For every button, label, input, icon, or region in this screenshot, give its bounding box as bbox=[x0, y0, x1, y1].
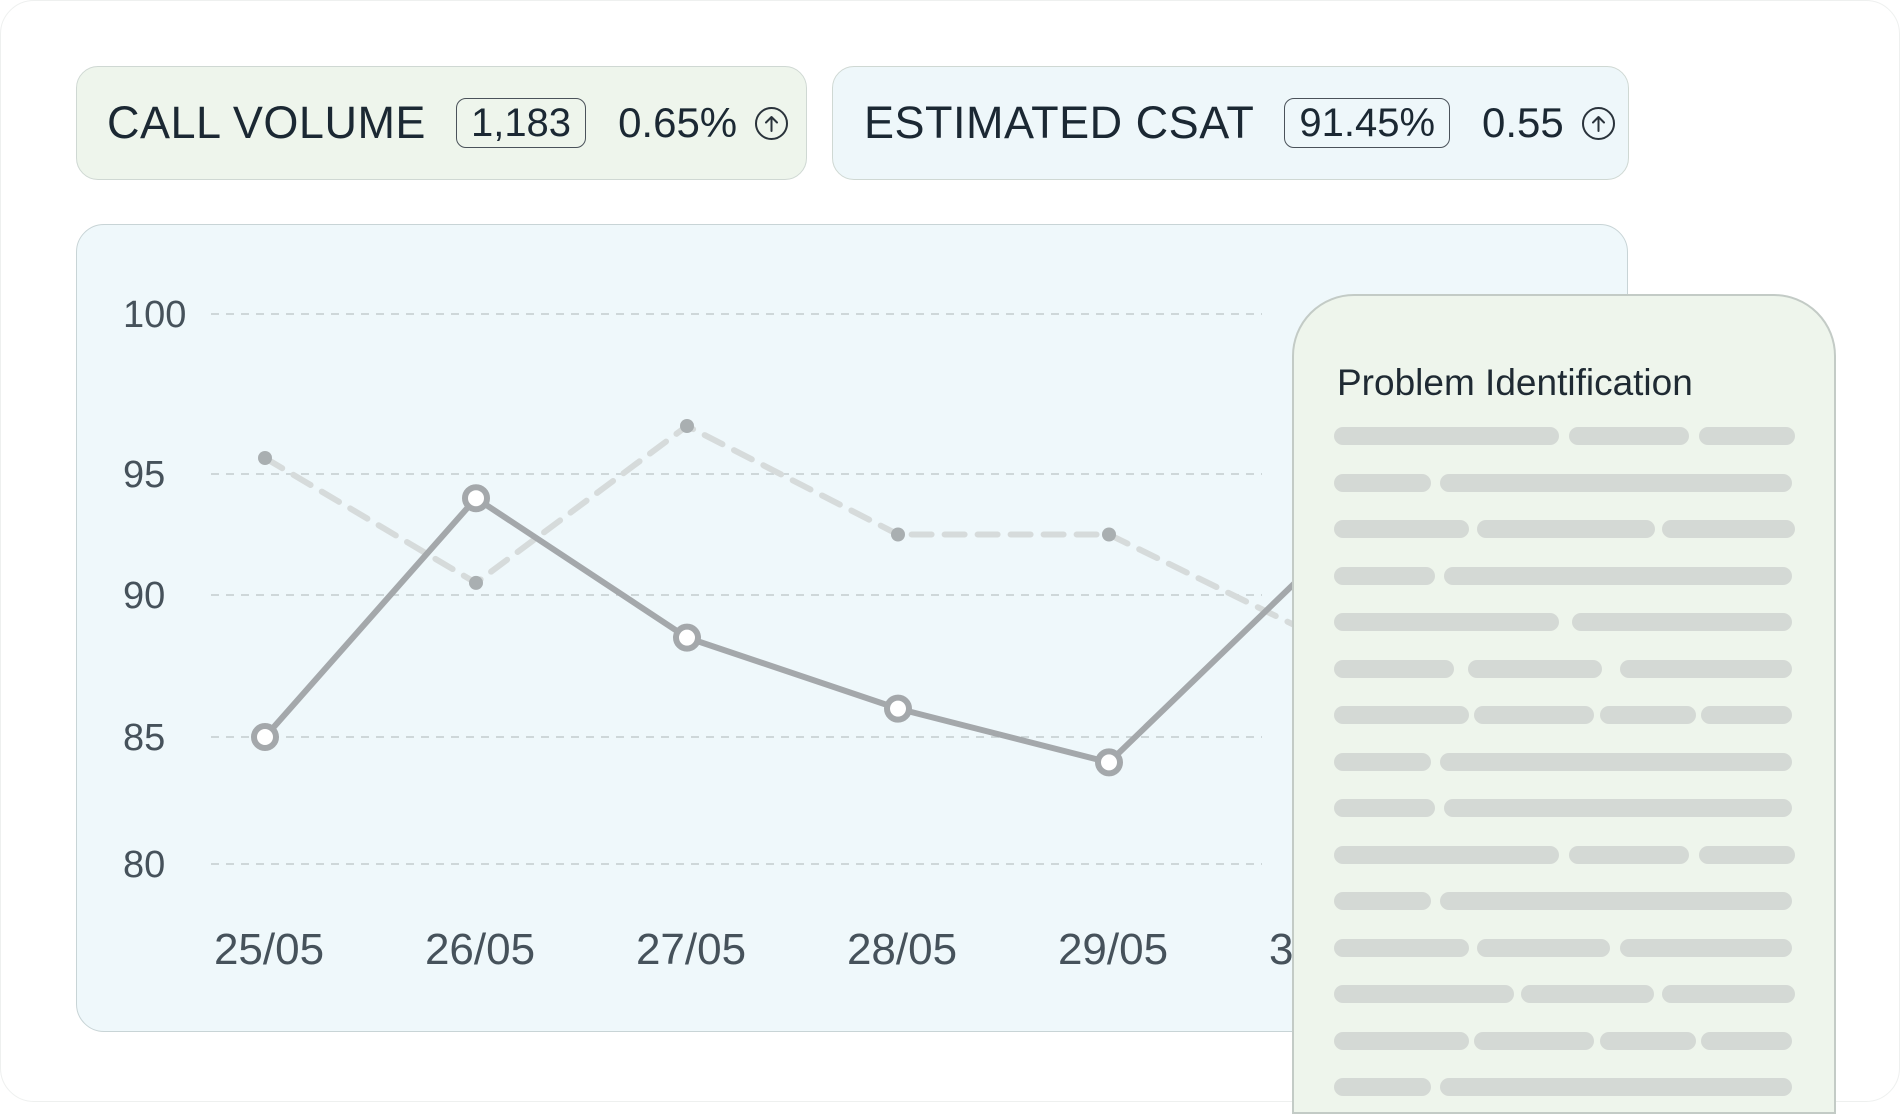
skeleton-line bbox=[1477, 520, 1655, 538]
skeleton-line bbox=[1334, 1031, 1469, 1050]
skeleton-line bbox=[1600, 1031, 1696, 1050]
skeleton-line bbox=[1572, 613, 1792, 631]
skeleton-line bbox=[1440, 473, 1792, 492]
skeleton-line bbox=[1334, 799, 1435, 817]
x-tick-label: 28/05 bbox=[847, 925, 957, 974]
solid-series-line bbox=[262, 495, 1323, 766]
skeleton-line bbox=[1334, 520, 1469, 538]
y-tick-label: 95 bbox=[123, 454, 165, 496]
skeleton-line bbox=[1334, 892, 1431, 910]
call-volume-card: CALL VOLUME 1,183 0.65% bbox=[76, 66, 807, 180]
estimated-csat-change: 0.55 bbox=[1482, 99, 1564, 146]
skeleton-line bbox=[1334, 752, 1431, 771]
x-tick-label: 25/05 bbox=[214, 925, 324, 974]
dashed-series-line bbox=[262, 423, 1323, 641]
skeleton-line bbox=[1334, 613, 1559, 631]
call-volume-value: 1,183 bbox=[455, 98, 587, 148]
solid-series-point bbox=[673, 623, 701, 652]
skeleton-line bbox=[1334, 1078, 1431, 1096]
skeleton-line bbox=[1440, 752, 1792, 771]
solid-series-point bbox=[1095, 748, 1123, 777]
skeleton-line bbox=[1474, 706, 1594, 724]
skeleton-line bbox=[1474, 1031, 1594, 1050]
skeleton-line bbox=[1440, 892, 1792, 910]
x-tick-label: 26/05 bbox=[425, 925, 535, 974]
y-tick-label: 100 bbox=[123, 294, 186, 336]
skeleton-line bbox=[1334, 566, 1435, 585]
solid-series-point bbox=[251, 723, 279, 751]
x-tick-label: 29/05 bbox=[1058, 925, 1168, 974]
estimated-csat-value: 91.45% bbox=[1284, 98, 1451, 148]
skeleton-line bbox=[1334, 427, 1559, 445]
skeleton-line bbox=[1600, 706, 1696, 724]
panel-title: Problem Identification bbox=[1337, 362, 1693, 403]
skeleton-line bbox=[1334, 938, 1469, 957]
call-volume-label: CALL VOLUME bbox=[107, 97, 426, 148]
y-tick-label: 90 bbox=[123, 575, 165, 617]
skeleton-line bbox=[1334, 845, 1559, 864]
arrow-up-circle-icon bbox=[1581, 106, 1615, 140]
skeleton-line bbox=[1444, 566, 1792, 585]
skeleton-line bbox=[1662, 985, 1795, 1003]
skeleton-line bbox=[1701, 1031, 1792, 1050]
x-tick-label: 27/05 bbox=[636, 925, 746, 974]
skeleton-line bbox=[1444, 799, 1792, 817]
y-tick-label: 80 bbox=[123, 844, 165, 886]
skeleton-line bbox=[1334, 706, 1469, 724]
skeleton-line bbox=[1699, 427, 1795, 445]
dashed-series-point bbox=[891, 527, 905, 542]
dashed-series-point bbox=[680, 419, 694, 433]
dashed-series-point bbox=[1102, 527, 1116, 542]
skeleton-line bbox=[1334, 985, 1514, 1003]
skeleton-line bbox=[1569, 427, 1689, 445]
skeleton-line bbox=[1477, 938, 1610, 957]
call-volume-change: 0.65% bbox=[618, 99, 738, 146]
skeleton-line bbox=[1334, 659, 1454, 678]
skeleton-line bbox=[1620, 938, 1792, 957]
dashed-series-point bbox=[258, 451, 272, 465]
y-tick-label: 85 bbox=[123, 717, 165, 759]
skeleton-line bbox=[1521, 985, 1654, 1003]
skeleton-line bbox=[1334, 473, 1431, 492]
estimated-csat-card: ESTIMATED CSAT 91.45% 0.55 bbox=[832, 66, 1629, 180]
arrow-up-circle-icon bbox=[755, 106, 789, 140]
estimated-csat-label: ESTIMATED CSAT bbox=[864, 97, 1255, 148]
skeleton-line bbox=[1662, 520, 1795, 538]
skeleton-line bbox=[1699, 845, 1795, 864]
skeleton-line bbox=[1569, 845, 1689, 864]
skeleton-line bbox=[1620, 659, 1792, 678]
skeleton-line bbox=[1440, 1078, 1792, 1096]
skeleton-line bbox=[1701, 706, 1792, 724]
solid-series-point bbox=[462, 484, 490, 513]
skeleton-text-lines bbox=[1294, 296, 1834, 1112]
dashed-series-point bbox=[469, 575, 483, 590]
solid-series-point bbox=[884, 694, 912, 723]
skeleton-line bbox=[1468, 659, 1602, 678]
problem-identification-card: Problem Identification bbox=[1292, 294, 1836, 1114]
